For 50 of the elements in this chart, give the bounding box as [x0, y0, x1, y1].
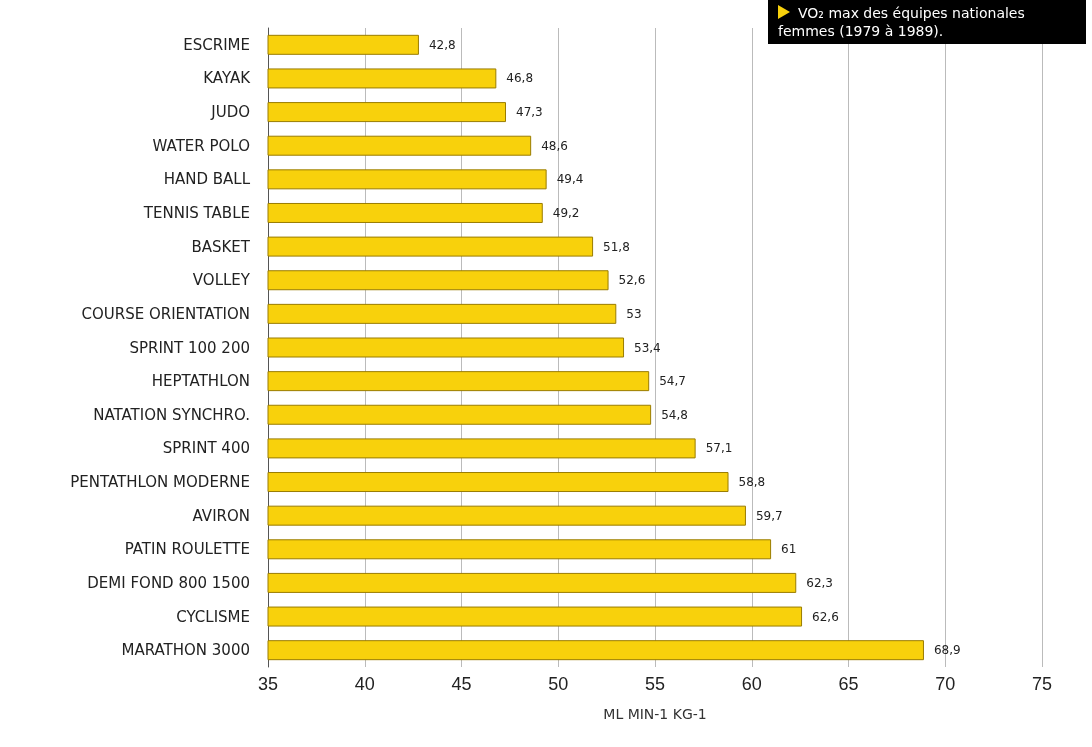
- data-label: 62,6: [812, 609, 839, 624]
- y-tick-label: WATER POLO: [152, 136, 250, 155]
- x-tick-label: 55: [644, 674, 666, 694]
- y-tick-label: JUDO: [210, 103, 250, 122]
- data-label: 46,8: [506, 71, 534, 86]
- data-label: 59,7: [755, 508, 783, 523]
- y-tick-label: HAND BALL: [163, 170, 251, 189]
- data-label: 42,8: [428, 37, 456, 52]
- y-tick-label: DEMI FOND 800 1500: [87, 573, 250, 592]
- y-tick-label: SPRINT 100 200: [129, 338, 250, 357]
- data-label: 58,8: [738, 475, 766, 490]
- x-tick-label: 35: [257, 674, 279, 694]
- data-label: 48,6: [541, 138, 568, 153]
- x-tick-label: 50: [548, 674, 569, 694]
- data-label: 52,6: [618, 273, 646, 288]
- y-tick-label: PATIN ROULETTE: [124, 540, 250, 559]
- y-tick-label: NATATION SYNCHRO.: [93, 405, 250, 424]
- x-tick-label: 65: [838, 674, 859, 694]
- data-label: 53: [626, 306, 642, 321]
- y-tick-label: VOLLEY: [192, 271, 251, 290]
- y-tick-label: ESCRIME: [183, 35, 250, 54]
- y-tick-label: TENNIS TABLE: [142, 203, 250, 222]
- y-tick-label: KAYAK: [203, 69, 252, 88]
- x-tick-label: 60: [741, 674, 762, 694]
- y-tick-label: PENTATHLON MODERNE: [70, 473, 250, 492]
- data-label: 53,4: [634, 340, 661, 355]
- y-tick-label: CYCLISME: [176, 607, 250, 626]
- data-label: 54,8: [661, 407, 688, 422]
- chart-title: VO₂ max des équipes nationales femmes (1979 à 1989).: [778, 5, 1025, 39]
- data-label: 62,3: [806, 575, 833, 590]
- data-label: 49,2: [552, 205, 580, 220]
- data-label: 68,9: [933, 643, 961, 658]
- x-tick-label: 70: [935, 674, 956, 694]
- x-tick-label: 40: [354, 674, 375, 694]
- data-label: 47,3: [516, 105, 543, 120]
- data-label: 51,8: [603, 239, 630, 254]
- x-tick-label: 75: [1031, 674, 1053, 694]
- y-tick-label: MARATHON 3000: [121, 641, 250, 660]
- y-tick-label: COURSE ORIENTATION: [81, 304, 250, 323]
- data-label: 61: [781, 542, 797, 557]
- data-label: 54,7: [659, 374, 686, 389]
- data-label: 57,1: [705, 441, 733, 456]
- x-axis-title: ML MIN-1 KG-1: [603, 706, 707, 722]
- data-label: 49,4: [556, 172, 584, 187]
- y-tick-label: BASKET: [191, 237, 251, 256]
- title-box: VO₂ max des équipes nationales femmes (1979 à 1989).: [768, 0, 1086, 44]
- y-tick-label: HEPTATHLON: [151, 372, 250, 391]
- y-tick-label: AVIRON: [192, 506, 250, 525]
- y-tick-label: SPRINT 400: [162, 439, 250, 458]
- x-tick-label: 45: [451, 674, 472, 694]
